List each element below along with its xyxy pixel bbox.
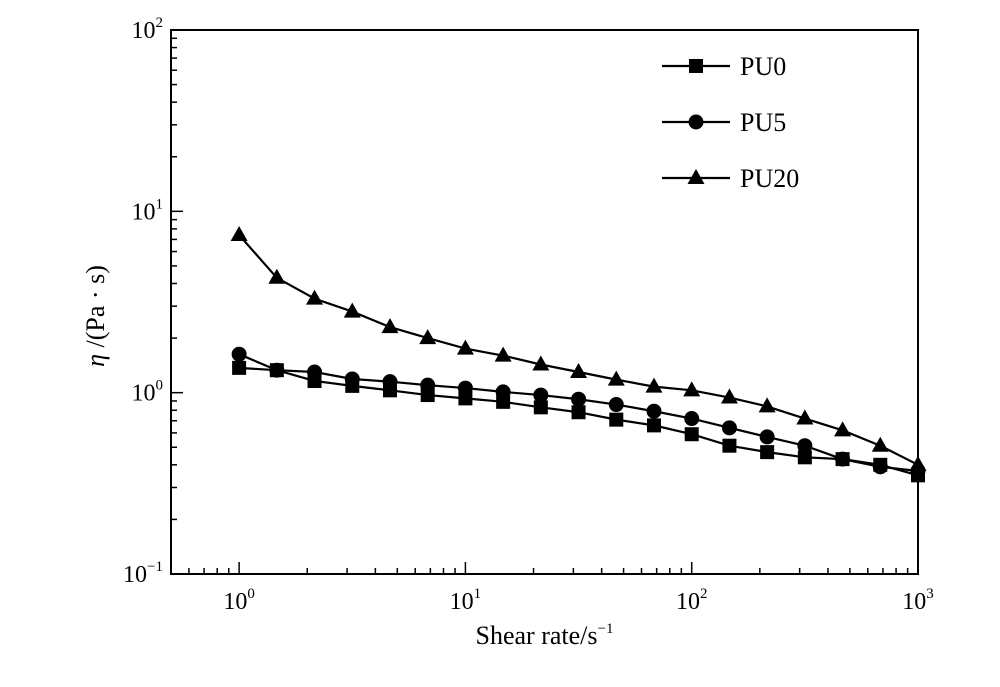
data-point-pu20 [570, 363, 588, 379]
x-tick-base: 10 [450, 589, 474, 615]
y-tick-exp: −1 [147, 559, 163, 575]
x-tick-label: 103 [902, 586, 934, 615]
data-point-pu0 [458, 391, 473, 406]
data-point-pu20 [494, 346, 512, 362]
legend-label-pu0: PU0 [740, 52, 786, 81]
data-point-pu0 [571, 405, 586, 420]
data-point-pu5 [835, 451, 851, 467]
y-tick-exp: 2 [156, 15, 164, 31]
data-point-pu20 [796, 409, 814, 425]
data-point-pu5 [721, 420, 737, 436]
y-tick-base: 10 [132, 199, 156, 225]
data-point-pu5 [495, 384, 511, 400]
data-point-pu5 [646, 403, 662, 419]
x-tick-base: 10 [902, 589, 926, 615]
x-tick-exp: 3 [926, 586, 934, 602]
data-point-pu20 [834, 421, 852, 437]
x-tick-label: 102 [676, 586, 708, 615]
data-point-pu20 [532, 355, 550, 371]
data-point-pu20 [456, 339, 474, 355]
data-point-pu0 [232, 360, 247, 375]
data-point-pu5 [571, 391, 587, 407]
legend-item-pu20: PU20 [662, 164, 799, 193]
data-point-pu5 [872, 459, 888, 475]
x-tick-exp: 1 [474, 586, 482, 602]
y-tick-label: 101 [132, 196, 164, 225]
data-point-pu5 [231, 346, 247, 362]
x-axis-title-exp: −1 [598, 621, 614, 637]
y-tick-label: 100 [132, 378, 164, 407]
data-point-pu5 [457, 380, 473, 396]
x-tick-label: 100 [223, 586, 254, 615]
data-point-pu5 [608, 397, 624, 413]
x-tick-label: 101 [450, 586, 482, 615]
data-point-pu20 [683, 381, 701, 397]
data-point-pu20 [306, 289, 324, 305]
y-tick-exp: 1 [156, 196, 164, 212]
legend-marker-pu0 [689, 59, 703, 73]
data-point-pu5 [269, 362, 285, 378]
x-tick-base: 10 [223, 589, 247, 615]
series-layer [230, 226, 927, 483]
legend-item-pu5: PU5 [662, 108, 786, 137]
data-point-pu0 [760, 445, 775, 460]
data-point-pu20 [758, 397, 776, 413]
y-tick-label: 10−1 [123, 559, 163, 588]
legend-item-pu0: PU0 [662, 52, 786, 81]
x-tick-exp: 2 [700, 586, 708, 602]
data-point-pu20 [607, 370, 625, 386]
y-tick-base: 10 [123, 562, 147, 588]
legend-marker-pu20 [687, 169, 705, 184]
x-tick-labels: 100 101 102 103 [223, 586, 933, 615]
axis-ticks [170, 29, 919, 575]
data-point-pu5 [382, 374, 398, 390]
data-point-pu20 [268, 268, 286, 284]
y-tick-exp: 0 [156, 378, 164, 394]
series-pu0 [232, 360, 925, 483]
data-point-pu5 [307, 364, 323, 380]
data-point-pu20 [230, 226, 248, 242]
x-tick-exp: 0 [247, 586, 255, 602]
y-axis-title-eta: η [81, 354, 110, 367]
data-point-pu20 [645, 377, 663, 393]
x-tick-base: 10 [676, 589, 700, 615]
data-point-pu5 [684, 411, 700, 427]
data-point-pu5 [344, 371, 360, 387]
data-point-pu20 [720, 388, 738, 404]
data-point-pu20 [419, 329, 437, 345]
data-point-pu0 [722, 438, 737, 453]
data-point-pu0 [797, 450, 812, 465]
data-point-pu5 [759, 429, 775, 445]
legend-label-pu20: PU20 [740, 164, 799, 193]
y-tick-base: 10 [132, 18, 156, 44]
series-pu5 [231, 346, 926, 479]
plot-frame [170, 29, 919, 575]
series-line-pu20 [238, 234, 919, 466]
data-point-pu5 [420, 377, 436, 393]
legend-label-pu5: PU5 [740, 108, 786, 137]
legend: PU0 PU5 PU20 [662, 52, 799, 193]
data-point-pu5 [533, 387, 549, 403]
data-point-pu0 [609, 412, 624, 427]
data-point-pu0 [646, 418, 661, 433]
y-axis-title-unit: /(Pa · s) [81, 265, 110, 354]
series-pu20 [230, 226, 927, 471]
data-point-pu5 [797, 438, 813, 454]
data-point-pu20 [381, 318, 399, 334]
data-point-pu0 [684, 427, 699, 442]
data-point-pu0 [533, 400, 548, 415]
legend-marker-pu5 [688, 114, 704, 130]
x-axis-title: Shear rate/s−1 [476, 621, 614, 650]
x-axis-title-text: Shear rate/s [476, 621, 598, 650]
y-axis-title: η /(Pa · s) [81, 265, 110, 367]
y-tick-base: 10 [132, 381, 156, 407]
y-tick-label: 102 [132, 15, 164, 44]
data-point-pu20 [871, 436, 889, 452]
data-point-pu20 [343, 302, 361, 318]
